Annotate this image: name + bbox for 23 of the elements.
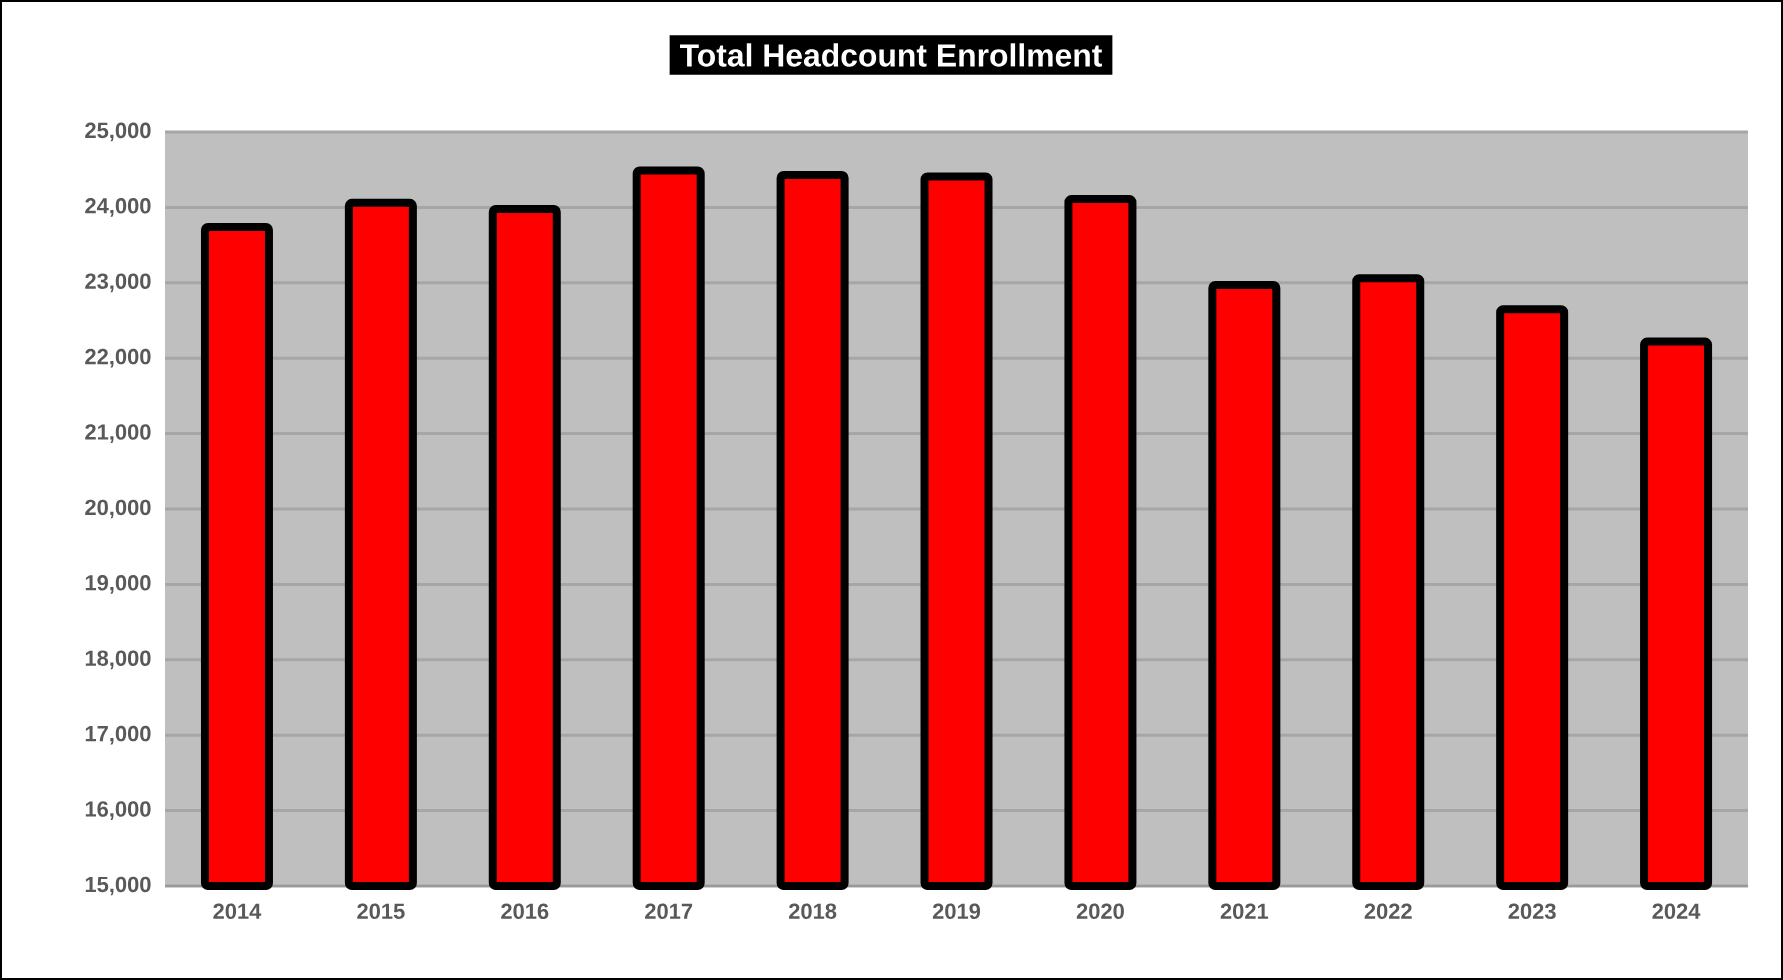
x-tick-label: 2022 — [1364, 903, 1412, 920]
x-tick-label: 2017 — [645, 903, 693, 920]
x-tick-label: 2023 — [1508, 903, 1556, 920]
y-tick-label: 23,000 — [85, 273, 151, 293]
y-tick-label: 24,000 — [85, 198, 151, 217]
y-tick-label: 15,000 — [85, 876, 151, 896]
x-tick-label: 2019 — [932, 903, 981, 920]
x-tick-label: 2016 — [501, 903, 549, 920]
x-tick-label: 2020 — [1076, 903, 1124, 920]
y-tick-label: 21,000 — [85, 424, 151, 443]
x-tick-label: 2018 — [788, 903, 837, 920]
y-tick-label: 20,000 — [85, 499, 151, 519]
y-tick-label: 16,000 — [85, 801, 151, 820]
y-tick-label: 17,000 — [85, 725, 151, 745]
y-tick-label: 22,000 — [85, 348, 151, 368]
chart-title: Total Headcount Enrollment — [680, 43, 1102, 67]
x-tick-label: 2024 — [1652, 903, 1701, 920]
x-tick-label: 2021 — [1220, 903, 1269, 920]
y-tick-label: 19,000 — [85, 575, 151, 594]
x-tick-label: 2014 — [213, 903, 262, 920]
x-tick-label: 2015 — [357, 903, 405, 920]
y-tick-label: 25,000 — [85, 122, 151, 142]
y-tick-label: 18,000 — [85, 650, 151, 670]
